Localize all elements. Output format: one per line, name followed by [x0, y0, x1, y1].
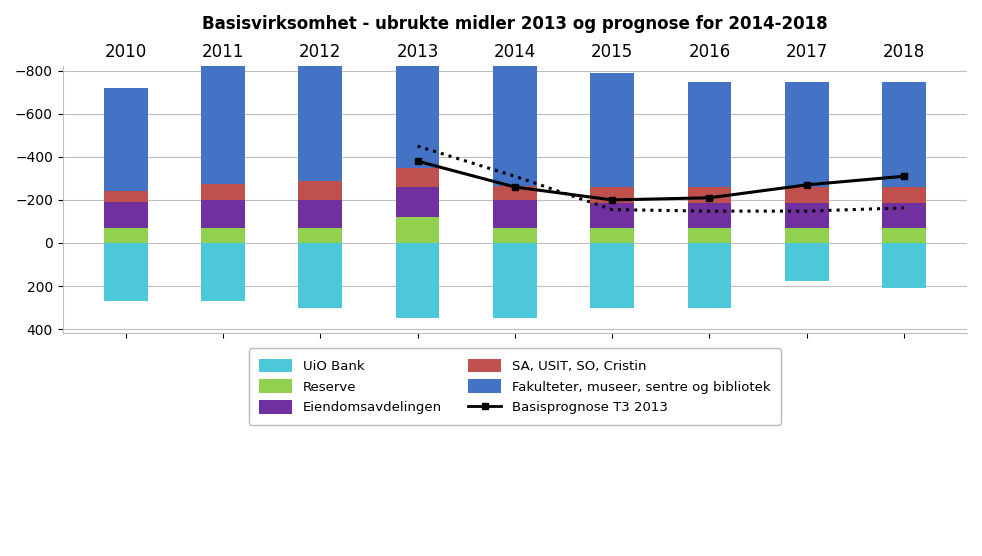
- Bar: [104, 243, 147, 301]
- Bar: [493, 62, 537, 186]
- Bar: [687, 243, 732, 307]
- Bar: [882, 203, 926, 228]
- Bar: [396, 243, 440, 319]
- Bar: [299, 46, 342, 181]
- Bar: [299, 181, 342, 200]
- Bar: [493, 200, 537, 228]
- Bar: [882, 228, 926, 243]
- Bar: [687, 228, 732, 243]
- Bar: [104, 228, 147, 243]
- Bar: [785, 82, 829, 187]
- Bar: [396, 217, 440, 243]
- Bar: [493, 186, 537, 200]
- Bar: [104, 202, 147, 228]
- Bar: [785, 228, 829, 243]
- Bar: [104, 88, 147, 191]
- Bar: [201, 243, 245, 301]
- Bar: [687, 203, 732, 228]
- Bar: [882, 187, 926, 203]
- Bar: [590, 243, 634, 307]
- Bar: [493, 243, 537, 319]
- Bar: [299, 228, 342, 243]
- Bar: [299, 243, 342, 307]
- Bar: [785, 243, 829, 281]
- Title: Basisvirksomhet - ubrukte midler 2013 og prognose for 2014-2018: Basisvirksomhet - ubrukte midler 2013 og…: [202, 15, 828, 33]
- Bar: [299, 200, 342, 228]
- Bar: [201, 60, 245, 184]
- Bar: [590, 73, 634, 187]
- Bar: [396, 15, 440, 167]
- Bar: [687, 82, 732, 187]
- Bar: [201, 200, 245, 228]
- Bar: [882, 82, 926, 187]
- Bar: [396, 187, 440, 217]
- Bar: [687, 187, 732, 203]
- Bar: [104, 191, 147, 202]
- Bar: [493, 228, 537, 243]
- Legend: UiO Bank, Reserve, Eiendomsavdelingen, SA, USIT, SO, Cristin, Fakulteter, museer: UiO Bank, Reserve, Eiendomsavdelingen, S…: [248, 348, 781, 425]
- Bar: [590, 187, 634, 203]
- Bar: [201, 228, 245, 243]
- Bar: [785, 203, 829, 228]
- Bar: [882, 243, 926, 288]
- Bar: [201, 184, 245, 200]
- Bar: [590, 203, 634, 228]
- Bar: [590, 228, 634, 243]
- Bar: [396, 167, 440, 187]
- Bar: [785, 187, 829, 203]
